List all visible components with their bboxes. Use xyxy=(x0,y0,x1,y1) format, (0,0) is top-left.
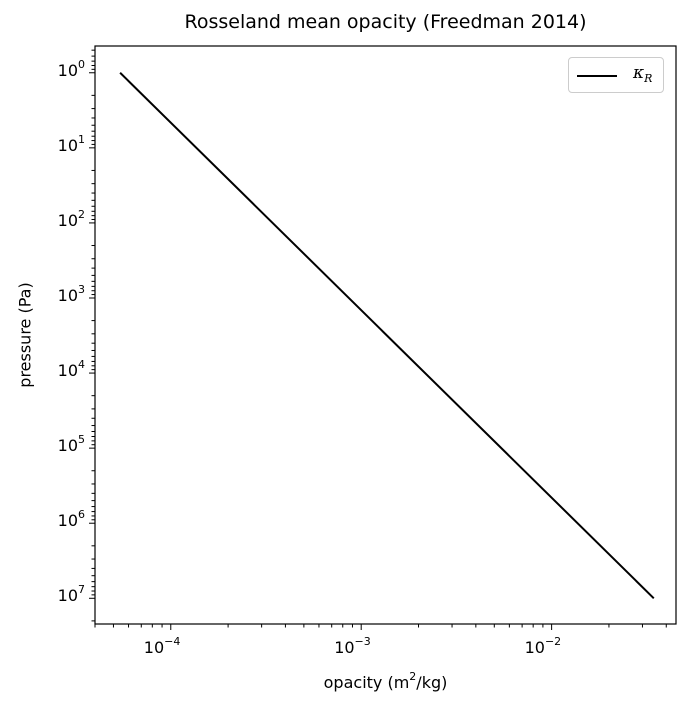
y-tick-label-exponent: 7 xyxy=(78,583,85,597)
x-tick-label: 10−4 xyxy=(143,635,181,657)
series-line-kappa-r xyxy=(119,72,655,600)
y-tick-label-base: 10 xyxy=(57,436,78,456)
y-tick-label: 101 xyxy=(57,132,85,155)
y-major-ticks xyxy=(89,72,95,599)
legend-label: κR xyxy=(633,63,652,85)
legend-label-subscript: R xyxy=(644,72,653,85)
y-tick-label: 105 xyxy=(57,433,85,456)
y-tick-label: 102 xyxy=(57,207,85,230)
y-tick-label: 100 xyxy=(57,57,85,80)
chart-title: Rosseland mean opacity (Freedman 2014) xyxy=(184,11,587,33)
legend-line-swatch xyxy=(577,75,617,77)
x-axis-label: opacity (m2/kg) xyxy=(95,670,676,692)
y-tick-label: 106 xyxy=(57,508,85,531)
x-major-ticks xyxy=(170,624,553,630)
legend-label-main: κ xyxy=(633,63,645,83)
y-tick-label: 104 xyxy=(57,358,85,381)
y-tick-label-exponent: 6 xyxy=(78,508,85,522)
y-tick-label-base: 10 xyxy=(57,210,78,230)
plot-area-frame xyxy=(94,45,677,625)
x-axis-label-unit: /kg) xyxy=(416,673,448,692)
y-tick-label-exponent: 2 xyxy=(78,207,85,221)
y-tick-label-base: 10 xyxy=(57,586,78,606)
y-tick-label-base: 10 xyxy=(57,60,78,80)
y-tick-label-base: 10 xyxy=(57,361,78,381)
y-tick-label-exponent: 5 xyxy=(78,433,85,447)
x-tick-label-base: 10 xyxy=(143,638,165,657)
y-tick-label-base: 10 xyxy=(57,285,78,305)
x-tick-label-exponent: −4 xyxy=(164,635,181,648)
x-axis-label-superscript: 2 xyxy=(409,670,417,683)
y-tick-label-exponent: 0 xyxy=(78,57,85,71)
x-tick-label-base: 10 xyxy=(524,638,545,657)
y-tick-label-exponent: 4 xyxy=(78,358,85,372)
y-axis-label: pressure (Pa) xyxy=(15,282,35,388)
x-tick-label-exponent: −2 xyxy=(544,635,562,648)
y-tick-label-base: 10 xyxy=(57,511,78,531)
y-tick-label-exponent: 1 xyxy=(78,132,85,146)
y-tick-label: 103 xyxy=(57,282,85,305)
x-axis-label-text: opacity (m xyxy=(323,673,410,692)
x-tick-label: 10−2 xyxy=(524,635,562,657)
y-tick-label-exponent: 3 xyxy=(78,282,85,296)
x-tick-label-exponent: −3 xyxy=(354,635,371,648)
y-tick-label: 107 xyxy=(57,583,85,606)
y-minor-ticks xyxy=(91,49,95,622)
x-tick-label: 10−3 xyxy=(334,635,371,657)
legend: κR xyxy=(568,57,664,93)
x-tick-label-base: 10 xyxy=(334,638,355,657)
y-tick-label-base: 10 xyxy=(57,135,78,155)
x-minor-ticks xyxy=(94,624,667,628)
